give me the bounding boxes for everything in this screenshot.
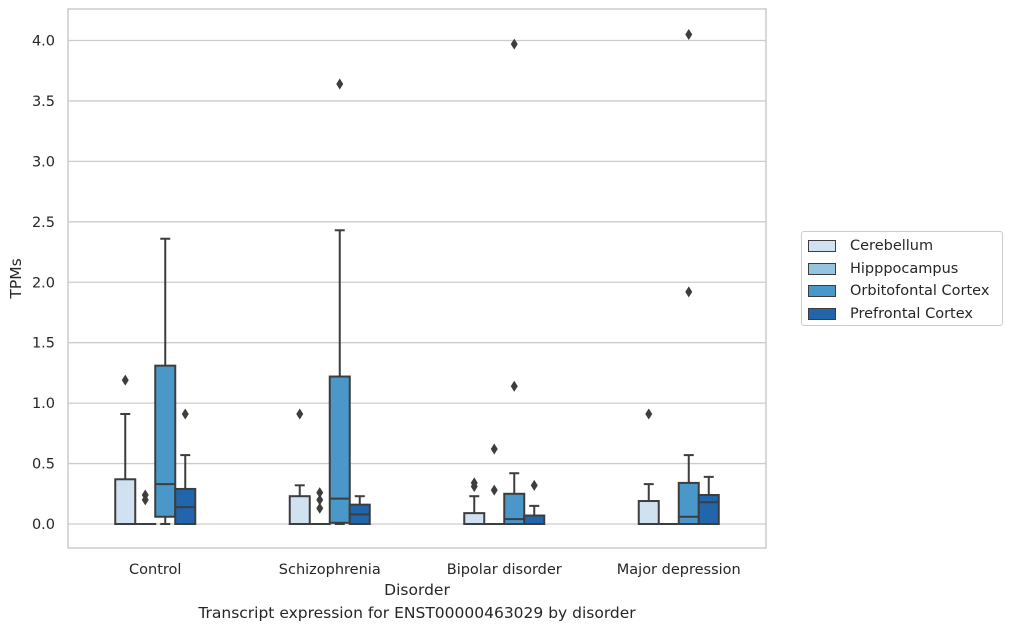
legend-swatch <box>808 285 836 298</box>
box-body <box>637 500 660 526</box>
outlier-point <box>316 502 324 514</box>
x-tick-label: Bipolar disorder <box>447 562 562 578</box>
outlier-point <box>490 484 498 496</box>
y-axis-label: TPMs <box>7 258 25 299</box>
outlier-point <box>470 477 478 489</box>
legend-label: Prefrontal Cortex <box>850 305 973 322</box>
chart-caption: Transcript expression for ENST0000046302… <box>198 604 636 622</box>
box-plot-series <box>114 28 720 526</box>
box-body <box>154 364 177 518</box>
outlier-point <box>510 380 518 392</box>
x-tick-label: Control <box>129 562 181 578</box>
y-tick-label: 3.5 <box>32 94 55 110</box>
y-tick-label: 4.0 <box>32 34 55 50</box>
box-prefrontal-cortex <box>348 495 371 526</box>
legend-item: Orbitofontal Cortex <box>808 280 1002 303</box>
box-hipppocampus <box>483 443 506 526</box>
box-prefrontal-cortex <box>697 475 720 525</box>
box-orbitofontal-cortex <box>677 28 700 525</box>
box-hipppocampus <box>308 487 331 526</box>
legend-item: Cerebellum <box>808 235 1002 258</box>
legend-label: Orbitofontal Cortex <box>850 283 990 300</box>
outlier-point <box>530 479 538 491</box>
y-tick-label: 0.5 <box>32 457 55 473</box>
outlier-point <box>645 408 653 420</box>
outlier-point <box>181 408 189 420</box>
legend-item: Hipppocampus <box>808 258 1002 281</box>
x-tick-label: Major depression <box>617 562 741 578</box>
outlier-point <box>316 487 324 499</box>
y-tick-label: 3.0 <box>32 154 55 170</box>
box-body <box>677 481 700 525</box>
legend-label: Hipppocampus <box>850 260 959 277</box>
outlier-point <box>336 78 344 90</box>
outlier-point <box>490 443 498 455</box>
y-tick-label: 1.0 <box>32 396 55 412</box>
box-prefrontal-cortex <box>523 479 546 526</box>
box-cerebellum <box>637 408 660 526</box>
outlier-point <box>685 286 693 298</box>
box-hipppocampus <box>134 489 157 526</box>
legend: Cerebellum Hipppocampus Orbitofontal Cor… <box>801 231 1003 326</box>
box-prefrontal-cortex <box>174 408 197 526</box>
x-axis-ticks: Control Schizophrenia Bipolar disorder Majo… <box>129 562 741 578</box>
box-body <box>328 375 351 524</box>
y-tick-label: 2.5 <box>32 215 55 231</box>
legend-swatch <box>808 262 836 275</box>
outlier-point <box>141 489 149 501</box>
box-body <box>114 478 137 525</box>
box-body <box>463 512 486 526</box>
box-orbitofontal-cortex <box>503 38 526 525</box>
y-tick-label: 1.5 <box>32 336 55 352</box>
y-tick-label: 2.0 <box>32 275 55 291</box>
outlier-point <box>685 28 693 40</box>
box-cerebellum <box>114 374 137 525</box>
outlier-point <box>316 494 324 506</box>
plot-frame <box>67 8 767 549</box>
box-body <box>697 493 720 525</box>
box-body <box>288 495 311 526</box>
outlier-point <box>296 408 304 420</box>
outlier-point <box>121 374 129 386</box>
box-cerebellum <box>288 408 311 526</box>
legend-item: Prefrontal Cortex <box>808 303 1002 326</box>
x-axis-label: Disorder <box>384 581 450 599</box>
outlier-point <box>510 38 518 50</box>
legend-swatch <box>808 307 836 320</box>
box-cerebellum <box>463 477 486 526</box>
y-axis-ticks: 0.0 0.5 1.0 1.5 2.0 2.5 3.0 3.5 4.0 <box>32 34 55 534</box>
legend-label: Cerebellum <box>850 238 934 255</box>
legend-swatch <box>808 240 836 253</box>
x-tick-label: Schizophrenia <box>279 562 381 578</box>
y-tick-label: 0.0 <box>32 517 55 533</box>
box-body <box>503 492 526 525</box>
box-orbitofontal-cortex <box>328 78 351 525</box>
box-orbitofontal-cortex <box>154 237 177 525</box>
box-body <box>523 514 546 526</box>
